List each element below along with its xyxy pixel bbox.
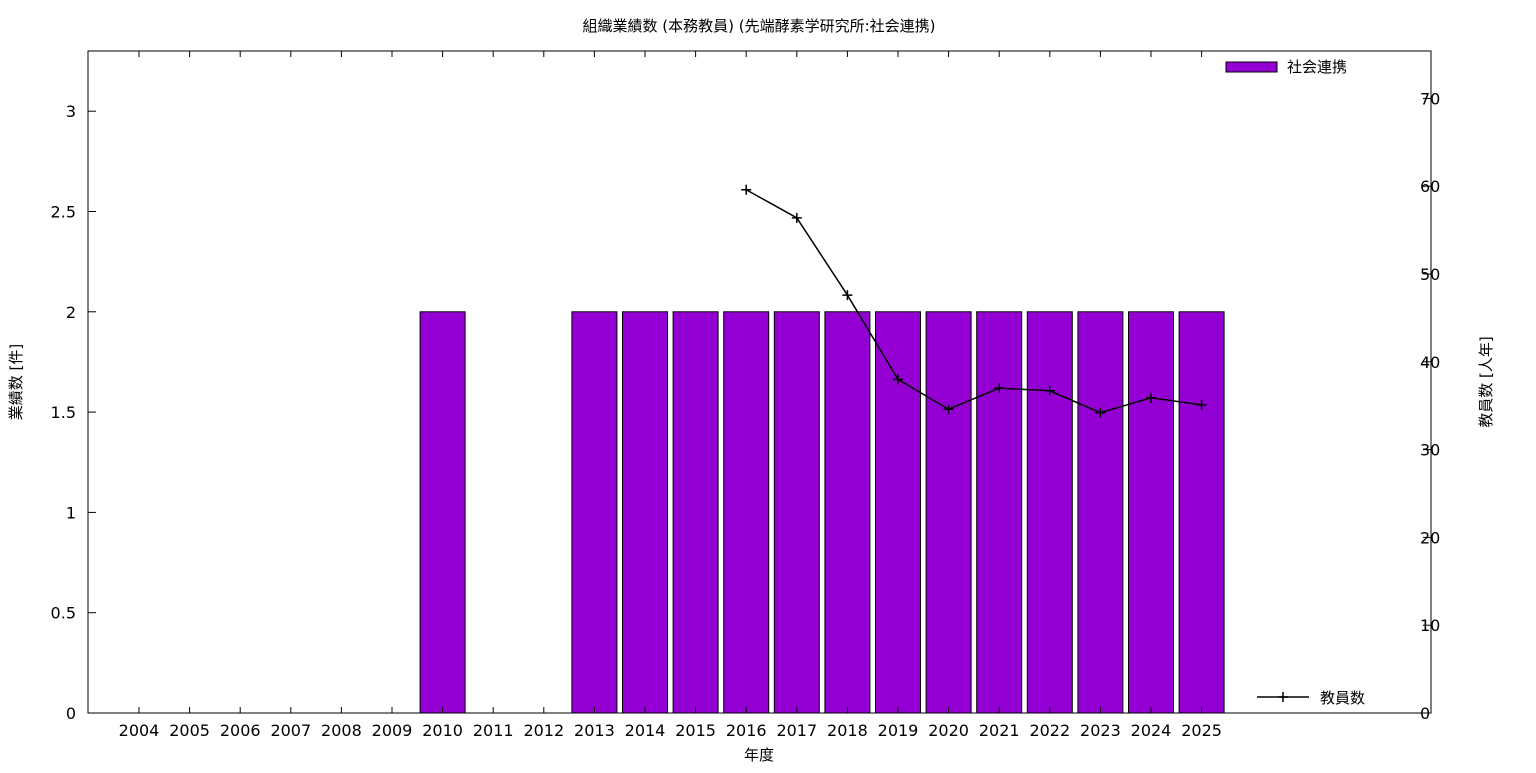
y-tick-label: 2 — [66, 303, 76, 322]
x-tick-label: 2020 — [928, 721, 969, 740]
x-tick-label: 2005 — [169, 721, 210, 740]
bar — [672, 311, 719, 714]
y2-tick-label: 0 — [1420, 704, 1430, 723]
line-series — [741, 184, 1207, 418]
line-point — [842, 290, 853, 301]
x-tick-label: 2008 — [321, 721, 362, 740]
bar — [925, 311, 972, 714]
bar — [1077, 311, 1124, 714]
line-point — [1146, 392, 1156, 403]
bar — [875, 311, 921, 714]
x-tick-label: 2019 — [878, 721, 919, 740]
chart-title: 組織業績数 (本務教員) (先端酵素学研究所:社会連携) — [582, 17, 935, 35]
legend-bar: 社会連携 — [1225, 58, 1347, 76]
legend-line-marker — [1278, 692, 1288, 702]
legend-bar-swatch — [1225, 61, 1278, 73]
y2-tick-label: 60 — [1420, 177, 1440, 196]
legend-line-label: 教員数 — [1320, 689, 1365, 707]
y2-tick-label: 40 — [1420, 353, 1440, 372]
line-point — [943, 404, 954, 415]
y2-tick-label: 20 — [1420, 528, 1440, 547]
bar — [773, 311, 820, 714]
line-point — [1044, 385, 1055, 396]
x-tick-label: 2011 — [473, 721, 514, 740]
bar — [622, 311, 668, 714]
x-tick-label: 2023 — [1080, 721, 1121, 740]
bar — [976, 311, 1023, 714]
x-tick-label: 2016 — [726, 721, 767, 740]
x-tick-label: 2021 — [979, 721, 1020, 740]
y-tick-label: 1.5 — [51, 403, 76, 422]
y2-tick-label: 70 — [1420, 89, 1440, 108]
y-tick-label: 2.5 — [51, 202, 76, 221]
y2-tick-label: 30 — [1420, 441, 1440, 460]
y2-axis-label: 教員数 [人年] — [1477, 336, 1495, 427]
x-tick-label: 2022 — [1029, 721, 1070, 740]
y2-tick-label: 10 — [1420, 616, 1440, 635]
x-tick-label: 2009 — [372, 721, 413, 740]
x-tick-label: 2012 — [523, 721, 564, 740]
y-tick-label: 3 — [66, 102, 76, 121]
x-tick-label: 2006 — [220, 721, 261, 740]
bar — [419, 311, 466, 714]
line-point — [741, 184, 752, 195]
line-point — [1196, 399, 1207, 410]
y2-tick-label: 50 — [1420, 265, 1440, 284]
y-tick-label: 0.5 — [51, 604, 76, 623]
bar — [1026, 311, 1073, 714]
axes: 2004 2005 2006 2007 2008 2009 2010 2011 2012 2013… — [51, 51, 1440, 740]
x-axis-label: 年度 — [744, 746, 774, 764]
line-point — [994, 383, 1005, 394]
x-tick-label: 2024 — [1131, 721, 1172, 740]
x-tick-label: 2018 — [827, 721, 868, 740]
line-point — [791, 212, 802, 223]
x-tick-label: 2010 — [422, 721, 463, 740]
legend-bar-label: 社会連携 — [1287, 58, 1347, 76]
line-path — [745, 189, 1202, 414]
legend-line: 教員数 — [1257, 689, 1365, 707]
bar — [723, 311, 770, 714]
bar — [1128, 311, 1174, 714]
x-tick-label: 2017 — [776, 721, 817, 740]
x-tick-label: 2014 — [625, 721, 666, 740]
bar — [571, 311, 618, 714]
line-point — [893, 374, 903, 385]
x-tick-label: 2007 — [270, 721, 311, 740]
x-tick-label: 2025 — [1181, 721, 1222, 740]
x-tick-label: 2015 — [675, 721, 716, 740]
bar — [824, 311, 871, 714]
line-point — [1095, 407, 1106, 418]
bar-group — [419, 311, 1225, 714]
x-tick-label: 2004 — [119, 721, 160, 740]
bar — [1178, 311, 1225, 714]
y-tick-label: 1 — [66, 503, 76, 522]
y-tick-label: 0 — [66, 704, 76, 723]
y-axis-label: 業績数 [件] — [7, 344, 25, 420]
x-tick-label: 2013 — [574, 721, 615, 740]
